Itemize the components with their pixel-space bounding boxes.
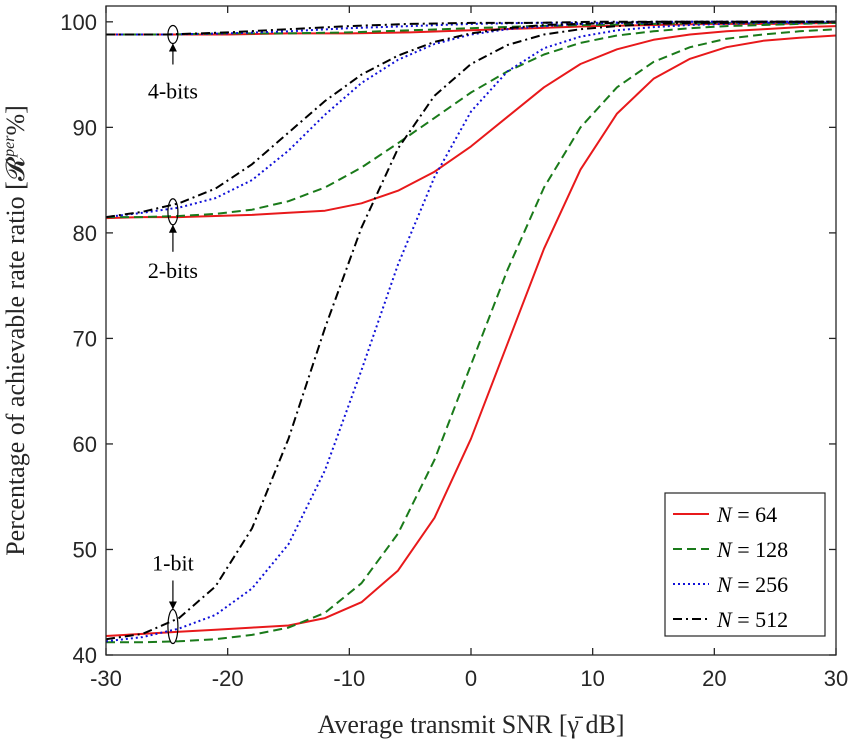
series-line xyxy=(105,20,836,641)
annotation-layer: 4-bits 2-bits 1-bit xyxy=(148,24,198,645)
y-tick-label: 80 xyxy=(73,221,97,246)
series-line xyxy=(106,20,836,36)
annotation-arrowhead xyxy=(168,601,177,610)
x-tick-label: -30 xyxy=(90,666,122,691)
series-line xyxy=(105,25,837,220)
y-axis-label-main: Percentage of achievable rate ratio [𝓡 xyxy=(1,156,30,556)
y-axis-label: Percentage of achievable rate ratio [𝓡pe… xyxy=(1,105,30,556)
annotation-label: 2-bits xyxy=(148,258,198,283)
x-axis-label: Average transmit SNR [γ̄ dB] xyxy=(317,710,624,739)
annotation-arrowhead xyxy=(168,43,177,52)
legend-box xyxy=(664,492,826,637)
series-line xyxy=(105,20,837,643)
y-axis-label-end: %] xyxy=(1,105,30,135)
y-tick-label: 100 xyxy=(60,10,97,35)
annotation-label: 1-bit xyxy=(152,551,194,576)
y-tick-label: 50 xyxy=(73,537,97,562)
x-tick-label: -10 xyxy=(333,666,365,691)
legend: N = 64 N = 128 N = 256 N = 512 xyxy=(664,492,826,637)
series-layer xyxy=(105,20,837,644)
annotation-arrowhead xyxy=(168,224,177,233)
x-tick-label: 30 xyxy=(824,666,848,691)
y-axis-label-superscript: per xyxy=(1,135,18,158)
legend-label: N = 256 xyxy=(716,572,788,597)
x-tick-label: 0 xyxy=(465,666,477,691)
x-tick-label: -20 xyxy=(212,666,244,691)
x-tick-label: 20 xyxy=(702,666,726,691)
series-line xyxy=(106,28,837,644)
series-line xyxy=(105,34,837,637)
y-tick-label: 70 xyxy=(73,326,97,351)
annotation-label: 4-bits xyxy=(148,78,198,103)
legend-label: N = 64 xyxy=(716,502,777,527)
y-axis: 40 50 60 70 80 90 100 xyxy=(60,10,836,668)
y-tick-label: 40 xyxy=(73,643,97,668)
y-tick-label: 60 xyxy=(73,432,97,457)
legend-label: N = 512 xyxy=(716,607,788,632)
series-line xyxy=(106,21,837,219)
y-tick-label: 90 xyxy=(73,115,97,140)
x-axis: -30 -20 -10 0 10 20 30 xyxy=(90,6,848,691)
legend-label: N = 128 xyxy=(716,537,788,562)
x-tick-label: 10 xyxy=(580,666,604,691)
